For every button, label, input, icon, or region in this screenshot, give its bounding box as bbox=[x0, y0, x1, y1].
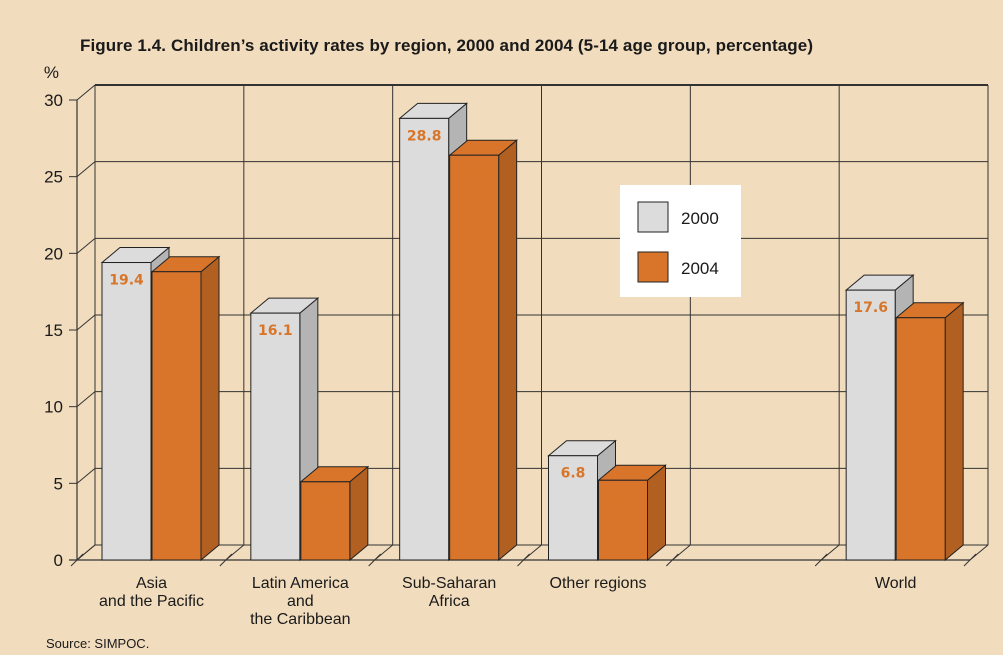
bar-side-2004 bbox=[200, 255, 220, 562]
bar-2004 bbox=[895, 317, 946, 561]
floor-line bbox=[76, 544, 96, 561]
floor-line bbox=[374, 544, 393, 561]
bar-2000 bbox=[399, 117, 450, 561]
source-note: Source: SIMPOC. bbox=[46, 636, 150, 651]
bar-2000 bbox=[845, 289, 896, 561]
y-tick-label: 10 bbox=[44, 398, 63, 417]
x-tick-label: Asia bbox=[136, 575, 167, 592]
y-tick-label: 30 bbox=[44, 91, 63, 110]
x-tick-label: Latin America bbox=[252, 575, 349, 592]
data-label-2000: 6.8 bbox=[561, 466, 586, 482]
bar-side-2004 bbox=[647, 464, 666, 562]
side-gridline-30 bbox=[76, 84, 96, 101]
data-label-2004: 26.4 bbox=[457, 165, 492, 181]
bar-2000 bbox=[250, 312, 301, 561]
data-label-2004: 5.1 bbox=[313, 492, 338, 508]
floor-line bbox=[225, 544, 245, 561]
x-tick-label: the Caribbean bbox=[250, 611, 351, 628]
floor-line bbox=[820, 544, 840, 561]
floor-line bbox=[523, 544, 542, 561]
x-tick-label: Other regions bbox=[550, 575, 647, 592]
side-gridline-20 bbox=[76, 237, 96, 254]
x-tick-label: and bbox=[287, 593, 314, 610]
data-label-2004: 15.8 bbox=[903, 328, 938, 344]
bar-side-2004 bbox=[498, 139, 518, 562]
data-label-2000: 19.4 bbox=[109, 273, 144, 289]
data-label-2004: 18.8 bbox=[159, 282, 194, 298]
bar-2000 bbox=[548, 455, 598, 561]
y-axis-unit: % bbox=[44, 63, 59, 82]
y-tick-label: 15 bbox=[44, 321, 63, 340]
legend-swatch-2004 bbox=[637, 251, 669, 283]
side-gridline-15 bbox=[76, 314, 96, 331]
bar-side-2004 bbox=[944, 301, 964, 562]
y-tick-label: 25 bbox=[44, 168, 63, 187]
floor-line bbox=[672, 544, 691, 561]
bar-2000 bbox=[101, 262, 152, 561]
data-label-2000: 16.1 bbox=[258, 323, 293, 339]
y-tick-label: 5 bbox=[54, 474, 63, 493]
x-tick-label: Africa bbox=[429, 593, 470, 610]
bar-side-2004 bbox=[349, 465, 369, 562]
legend-swatch-2000 bbox=[637, 201, 669, 233]
bar-2004 bbox=[151, 271, 202, 561]
side-gridline-10 bbox=[76, 391, 96, 408]
data-label-2000: 28.8 bbox=[407, 128, 442, 144]
bar-2004 bbox=[449, 154, 500, 561]
legend-label-2004: 2004 bbox=[681, 259, 719, 278]
x-tick-label: World bbox=[875, 575, 917, 592]
side-gridline-25 bbox=[76, 161, 96, 178]
data-label-2004: 5.2 bbox=[611, 490, 636, 506]
chart-title: Figure 1.4. Children’s activity rates by… bbox=[80, 36, 814, 55]
bar-2004 bbox=[300, 481, 351, 561]
x-tick-label: Sub-Saharan bbox=[402, 575, 496, 592]
legend-label-2000: 2000 bbox=[681, 209, 719, 228]
y-tick-label: 20 bbox=[44, 244, 63, 263]
side-gridline-5 bbox=[76, 467, 96, 484]
data-label-2000: 17.6 bbox=[853, 300, 888, 316]
bar-2004 bbox=[598, 479, 648, 561]
floor-line bbox=[969, 544, 989, 561]
x-tick-label: and the Pacific bbox=[99, 593, 204, 610]
y-tick-label: 0 bbox=[54, 551, 63, 570]
